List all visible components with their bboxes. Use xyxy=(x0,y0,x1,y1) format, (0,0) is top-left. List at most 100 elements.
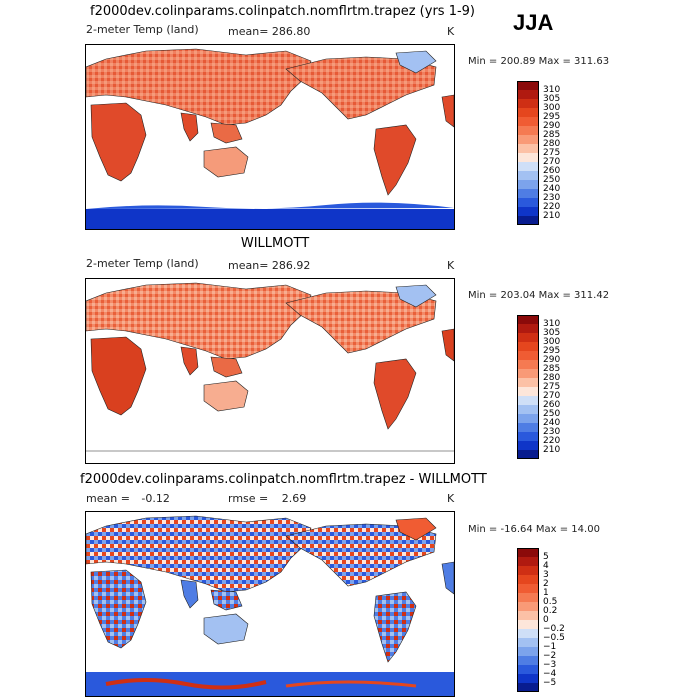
panel3-continents xyxy=(86,515,454,696)
panel1-colorbar-swatch xyxy=(517,162,539,171)
panel2-minmax: Min = 203.04 Max = 311.42 xyxy=(468,290,610,301)
panel2-africa-edge xyxy=(441,328,454,362)
panel1-india xyxy=(180,112,199,142)
panel1-colorbar-swatch xyxy=(517,207,539,216)
panel2-greenland xyxy=(395,284,437,308)
panel2-colorbar-label: 310 xyxy=(543,319,561,329)
panel3-australia xyxy=(203,613,249,645)
panel3-colorbar-swatch xyxy=(517,629,539,638)
panel3-colorbar-swatch xyxy=(517,665,539,674)
panel2-title: WILLMOTT xyxy=(240,236,310,251)
panel1-colorbar-swatch xyxy=(517,180,539,189)
panel2-colorbar-swatch xyxy=(517,387,539,396)
panel2-colorbar-swatch xyxy=(517,432,539,441)
panel1-colorbar-label: 270 xyxy=(543,157,561,167)
panel3-colorbar-label: 3 xyxy=(543,570,549,580)
panel1-mean: mean= 286.80 xyxy=(228,25,310,38)
panel1-colorbar-label: 275 xyxy=(543,148,561,158)
panel3-colorbar-swatch xyxy=(517,575,539,584)
panel1-colorbar-swatch xyxy=(517,99,539,108)
panel2-south-america xyxy=(373,358,417,430)
panel3-rmse-label: rmse = xyxy=(228,492,269,505)
panel3-colorbar-label: 0 xyxy=(543,615,549,625)
panel3-mean: mean = -0.12 xyxy=(86,492,170,505)
panel1-colorbar-label: 300 xyxy=(543,103,561,113)
panel3-rmse: rmse = 2.69 xyxy=(228,492,306,505)
panel2-colorbar-label: 290 xyxy=(543,355,561,365)
panel3-colorbar-swatch xyxy=(517,647,539,656)
panel1-colorbar-label: 280 xyxy=(543,139,561,149)
panel3-india xyxy=(180,579,199,609)
panel1-colorbar-swatch xyxy=(517,135,539,144)
panel3-colorbar-label: 5 xyxy=(543,552,549,562)
panel3-colorbar-swatch xyxy=(517,566,539,575)
panel2-colorbar-swatch xyxy=(517,351,539,360)
panel2-colorbar-label: 280 xyxy=(543,373,561,383)
panel1-colorbar-label: 210 xyxy=(543,211,561,221)
panel1-colorbar-swatch xyxy=(517,108,539,117)
panel1-colorbar-label: 305 xyxy=(543,94,561,104)
panel1-colorbar-swatch xyxy=(517,189,539,198)
panel2-colorbar-swatch xyxy=(517,324,539,333)
panel2-india xyxy=(180,346,199,376)
panel3-seasia xyxy=(210,589,243,611)
panel3-colorbar-swatch xyxy=(517,557,539,566)
panel1-title: f2000dev.colinparams.colinpatch.nomflrtm… xyxy=(90,4,476,19)
panel2-africa xyxy=(90,336,147,416)
panel2-continents xyxy=(86,282,454,452)
panel3-colorbar-label: −3 xyxy=(543,660,557,670)
panel1-south-america xyxy=(373,124,417,196)
panel3-mean-value: -0.12 xyxy=(141,492,170,505)
panel1-colorbar-label: 220 xyxy=(543,202,561,212)
panel2-colorbar-swatch xyxy=(517,369,539,378)
panel2-mean: mean= 286.92 xyxy=(228,259,310,272)
panel1-antarctica xyxy=(86,209,454,229)
panel1-colorbar-swatch xyxy=(517,153,539,162)
panel2-colorbar-swatch xyxy=(517,441,539,450)
panel3-colorbar-swatch xyxy=(517,548,539,557)
panel1-colorbar-swatch xyxy=(517,144,539,153)
panel2-colorbar-label: 240 xyxy=(543,418,561,428)
panel2-colorbar-swatch xyxy=(517,342,539,351)
panel2-map xyxy=(85,278,455,464)
panel1-north-america xyxy=(285,56,437,120)
panel2-colorbar-swatch xyxy=(517,414,539,423)
panel2-units: K xyxy=(447,259,455,272)
panel2-eurasia xyxy=(86,282,312,360)
panel3-colorbar-swatch xyxy=(517,656,539,665)
panel1-colorbar-swatch xyxy=(517,90,539,99)
panel3-colorbar-label: 0.5 xyxy=(543,597,558,607)
panel1-africa-edge xyxy=(441,94,454,128)
panel2-colorbar-label: 295 xyxy=(543,346,561,356)
panel1-eurasia xyxy=(86,48,312,126)
panel2-colorbar-label: 230 xyxy=(543,427,561,437)
panel1-colorbar: 310 305 300 295 290 285 280 275 270 260 250 240 230 2… xyxy=(517,81,560,225)
panel3-colorbar-label: −4 xyxy=(543,669,557,679)
panel3-colorbar-swatch xyxy=(517,683,539,692)
panel3-north-america xyxy=(285,523,437,587)
panel1-continents xyxy=(86,48,454,229)
panel1-colorbar-swatch xyxy=(517,171,539,180)
panel2-colorbar-label: 250 xyxy=(543,409,561,419)
panel1-variable: 2-meter Temp (land) xyxy=(86,23,199,36)
panel1-colorbar-swatch xyxy=(517,216,539,225)
panel3-colorbar-swatch xyxy=(517,602,539,611)
panel2-colorbar-label: 260 xyxy=(543,400,561,410)
panel2-colorbar-swatch xyxy=(517,405,539,414)
panel1-colorbar-label: 310 xyxy=(543,85,561,95)
panel3-colorbar-swatch xyxy=(517,638,539,647)
panel1-australia xyxy=(203,146,249,178)
panel2-australia xyxy=(203,380,249,412)
panel1-colorbar-label: 295 xyxy=(543,112,561,122)
panel3-minmax: Min = -16.64 Max = 14.00 xyxy=(468,524,600,535)
panel2-colorbar-label: 220 xyxy=(543,436,561,446)
panel2-mean-value: 286.92 xyxy=(271,259,311,272)
panel3-colorbar-label: −0.2 xyxy=(543,624,565,634)
panel3-colorbar-swatch xyxy=(517,584,539,593)
panel1-colorbar-label: 240 xyxy=(543,184,561,194)
panel1-colorbar-swatch xyxy=(517,81,539,90)
panel1-colorbar-swatch xyxy=(517,117,539,126)
panel1-colorbar-label: 260 xyxy=(543,166,561,176)
panel1-map xyxy=(85,44,455,230)
panel2-colorbar: 310 305 300 295 290 285 280 275 270 260 250 240 230 2… xyxy=(517,315,560,459)
